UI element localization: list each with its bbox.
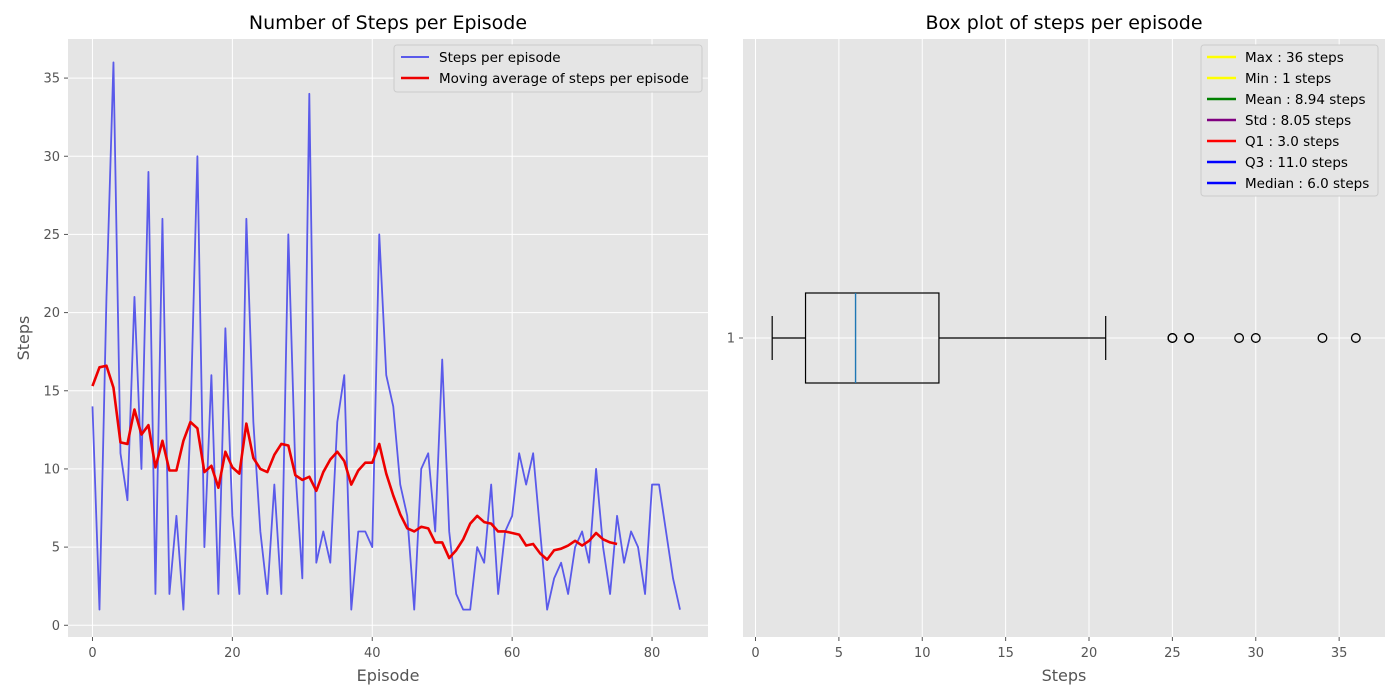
stats-legend-label: Max : 36 steps xyxy=(1245,50,1344,66)
right-x-tick-label: 35 xyxy=(1331,646,1348,661)
right-tick-labels: 0 5 10 15 20 25 30 35 1 xyxy=(727,332,1348,662)
stats-legend-label: Std : 8.05 steps xyxy=(1245,113,1351,129)
outlier-point xyxy=(1250,333,1261,343)
interquartile-box xyxy=(804,292,940,384)
legend-label-moving-average: Moving average of steps per episode xyxy=(439,71,689,87)
left-y-tick-label: 35 xyxy=(43,72,60,87)
stats-legend-label: Q3 : 11.0 steps xyxy=(1245,155,1348,171)
left-y-tick-label: 10 xyxy=(43,462,60,477)
left-legend: Steps per episode Moving average of step… xyxy=(393,44,703,93)
left-gridlines xyxy=(68,39,708,637)
outlier-point xyxy=(1167,333,1178,343)
left-x-tick-label: 0 xyxy=(88,646,96,661)
left-chart-title: Number of Steps per Episode xyxy=(249,12,527,34)
left-x-tick-label: 20 xyxy=(224,646,241,661)
right-legend: Max : 36 steps Min : 1 steps Mean : 8.94 s… xyxy=(1200,44,1379,197)
stats-legend-label: Median : 6.0 steps xyxy=(1245,176,1369,192)
right-x-tick-label: 20 xyxy=(1081,646,1098,661)
left-tick-labels: 0 20 40 60 80 0 5 10 15 20 25 30 35 xyxy=(43,72,660,661)
left-x-tick-label: 80 xyxy=(644,646,661,661)
right-y-tick-label: 1 xyxy=(727,332,735,347)
stats-legend-label: Q1 : 3.0 steps xyxy=(1245,134,1339,150)
steps-line-chart: 0 20 40 60 80 0 5 10 15 20 25 30 35 Number of Steps … xyxy=(14,12,708,685)
right-x-tick-label: 30 xyxy=(1247,646,1264,661)
left-x-tick-label: 40 xyxy=(364,646,381,661)
left-y-axis-label: Steps xyxy=(14,316,33,361)
left-y-tick-label: 20 xyxy=(43,306,60,321)
left-x-axis-label: Episode xyxy=(357,666,420,685)
moving-average-line xyxy=(91,364,618,561)
left-y-tick-label: 0 xyxy=(52,619,60,634)
right-x-tick-label: 25 xyxy=(1164,646,1181,661)
right-x-tick-label: 15 xyxy=(997,646,1014,661)
right-x-tick-label: 0 xyxy=(751,646,759,661)
left-y-tick-label: 5 xyxy=(52,541,60,556)
steps-box-plot: 0 5 10 15 20 25 30 35 1 Box plot of steps per ep… xyxy=(727,12,1385,685)
left-y-tick-label: 30 xyxy=(43,150,60,165)
right-legend-box xyxy=(1200,44,1379,197)
right-x-tick-label: 10 xyxy=(914,646,931,661)
outlier-point xyxy=(1184,333,1195,343)
left-x-tick-label: 60 xyxy=(504,646,521,661)
stats-legend-label: Mean : 8.94 steps xyxy=(1245,92,1366,108)
left-y-tick-label: 25 xyxy=(43,228,60,243)
left-legend-box xyxy=(393,44,703,93)
outlier-point xyxy=(1317,333,1328,343)
legend-label-steps: Steps per episode xyxy=(439,50,561,66)
right-chart-title: Box plot of steps per episode xyxy=(925,12,1202,34)
stats-legend-label: Min : 1 steps xyxy=(1245,71,1331,87)
box-plot-marks xyxy=(771,292,1361,384)
outlier-point xyxy=(1350,333,1361,343)
outlier-point xyxy=(1234,333,1245,343)
left-y-tick-label: 15 xyxy=(43,384,60,399)
right-x-axis-label: Steps xyxy=(1042,666,1087,685)
right-x-tick-label: 5 xyxy=(835,646,843,661)
left-series-group xyxy=(91,61,681,611)
